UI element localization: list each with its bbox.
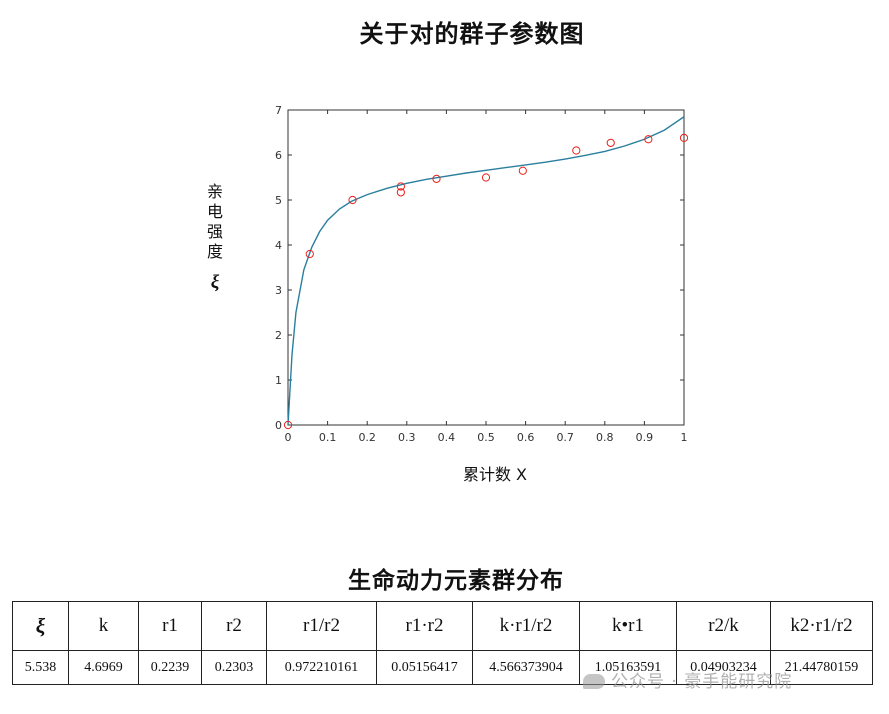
cell-k2-r1-over-r2: 21.44780159 (770, 650, 873, 685)
data-point (644, 135, 653, 144)
y-tick-label: 7 (275, 104, 282, 117)
header-r2-over-k: r2/k (676, 601, 771, 651)
cell-k-r1-over-r2: 4.566373904 (472, 650, 580, 685)
scatter-plot: 0 0.1 0.2 0.3 0.4 0.5 0.6 0.7 0.8 0.9 1 0 1 2 3 4 5 6 7 (275, 104, 689, 444)
data-point (305, 249, 314, 259)
y-tick-label: 2 (275, 329, 282, 342)
x-tick-label: 0.1 (319, 431, 337, 444)
table-row: 5.538 4.6969 0.2239 0.2303 0.972210161 0… (12, 650, 873, 685)
x-axis-label: 累计数 X (462, 465, 528, 484)
header-k2-r1-over-r2: k2·r1/r2 (770, 601, 873, 651)
cell-r2-over-k: 0.04903234 (676, 650, 771, 685)
cell-k: 4.6969 (68, 650, 139, 685)
x-tick-label: 0 (285, 431, 292, 444)
y-tick-label: 4 (275, 239, 282, 252)
header-k: k (68, 601, 139, 651)
chart-title: 关于对的群子参数图 (359, 20, 585, 48)
y-tick-label: 5 (275, 194, 282, 207)
data-point (518, 166, 527, 175)
header-k-times-r1: k•r1 (579, 601, 677, 651)
cell-r1-over-r2: 0.972210161 (266, 650, 377, 685)
table-header-row: ξ k r1 r2 r1/r2 r1·r2 k·r1/r2 k•r1 r2/k … (12, 601, 873, 651)
x-tick-label: 0.8 (596, 431, 614, 444)
watermark-text: 公众号 · 豪手能研究院 (611, 672, 793, 692)
header-r1: r1 (138, 601, 202, 651)
cell-xi: 5.538 (12, 650, 69, 685)
data-point (396, 188, 405, 197)
data-point (481, 173, 491, 182)
y-tick-label: 3 (275, 284, 282, 297)
y-tick-label: 0 (275, 419, 282, 432)
cell-r1: 0.2239 (138, 650, 202, 685)
x-tick-label: 0.9 (636, 431, 654, 444)
y-tick-label: 6 (275, 149, 282, 162)
header-k-r1-over-r2: k·r1/r2 (472, 601, 580, 651)
data-point (396, 182, 405, 191)
table-title: 生命动力元素群分布 (348, 568, 564, 594)
data-point (679, 133, 689, 143)
header-r1-over-r2: r1/r2 (266, 601, 377, 651)
plot-frame (287, 109, 685, 426)
parameter-table: ξ k r1 r2 r1/r2 r1·r2 k·r1/r2 k•r1 r2/k … (12, 601, 873, 685)
data-point (572, 146, 581, 155)
x-tick-label: 0.2 (358, 431, 376, 444)
header-r1-times-r2: r1·r2 (376, 601, 473, 651)
x-tick-label: 0.5 (477, 431, 495, 444)
x-tick-label: 0.6 (517, 431, 535, 444)
data-point (606, 138, 615, 147)
data-point (348, 195, 357, 205)
y-tick-label: 1 (275, 374, 282, 387)
cell-r2: 0.2303 (201, 650, 267, 685)
x-tick-label: 1 (681, 431, 688, 444)
y-axis-label: 亲电强度 (204, 183, 223, 263)
watermark: 公众号 · 豪手能研究院 (583, 667, 792, 692)
data-point (432, 174, 441, 183)
data-point (283, 420, 293, 430)
header-r2: r2 (201, 601, 267, 651)
wechat-icon (583, 674, 605, 689)
x-tick-label: 0.7 (556, 431, 574, 444)
x-tick-label: 0.3 (398, 431, 416, 444)
y-axis-symbol: ξ (210, 272, 220, 293)
cell-r1-times-r2: 0.05156417 (376, 650, 473, 685)
header-xi: ξ (12, 601, 69, 651)
x-tick-label: 0.4 (438, 431, 456, 444)
fit-curve-line (287, 116, 685, 426)
